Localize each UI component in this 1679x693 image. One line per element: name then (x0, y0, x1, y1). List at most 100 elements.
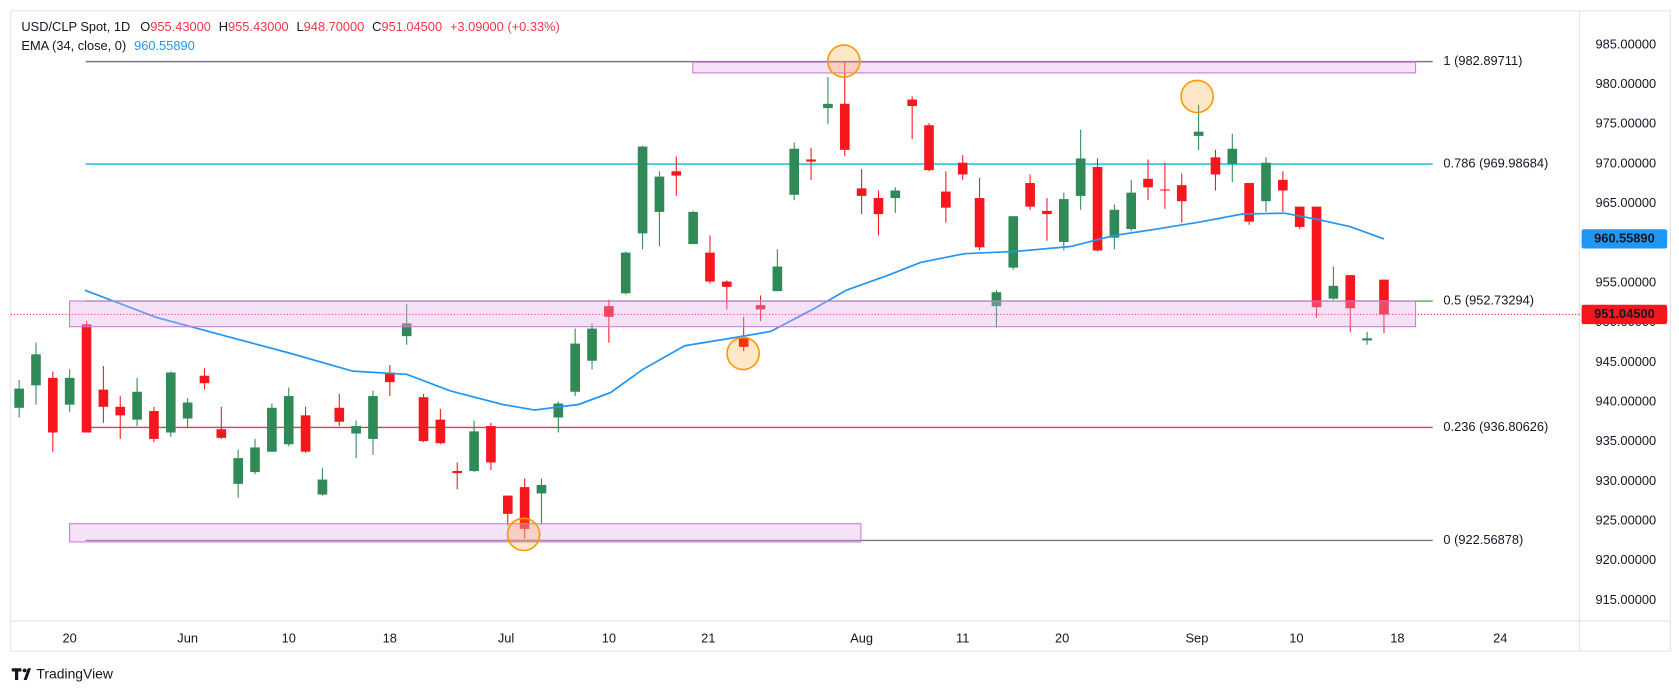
fib-level-label: 1 (982.89711) (1443, 53, 1522, 68)
candle-body (957, 162, 968, 175)
candle-body (1092, 167, 1103, 251)
candle-body (873, 198, 884, 215)
candle-body (1109, 209, 1120, 238)
candle-body (385, 372, 395, 383)
candle-body (587, 328, 597, 361)
fib-level-label: 0.236 (936.80626) (1443, 419, 1548, 434)
candle-body (250, 447, 260, 473)
candle-body (115, 406, 126, 416)
candle-body (738, 338, 749, 347)
candle-body (216, 429, 227, 438)
candle-body (149, 411, 159, 439)
candle-body (233, 458, 243, 484)
last-price-tag (1581, 304, 1668, 325)
candle-body (688, 211, 698, 245)
y-tick-label: 940.00000 (1595, 393, 1656, 408)
y-tick-label: 975.00000 (1595, 116, 1656, 131)
candle-body (300, 415, 311, 452)
candle-body (317, 479, 328, 495)
candle-body (1126, 192, 1137, 230)
highlight-circle (726, 336, 760, 371)
candle-body (1025, 183, 1035, 207)
chart-frame (10, 10, 1671, 652)
legend-key: O (140, 19, 150, 34)
candle-body (1311, 206, 1322, 308)
y-tick-label: 980.00000 (1595, 76, 1656, 91)
y-tick-label: 935.00000 (1595, 433, 1656, 448)
candle-body (64, 377, 75, 405)
candle-body (1328, 285, 1339, 299)
candle-body (283, 396, 294, 445)
candle-body (570, 343, 580, 392)
candle-body (604, 306, 614, 317)
y-tick-label: 970.00000 (1595, 155, 1656, 170)
indicator-price-tag (1581, 229, 1668, 249)
candle-body (81, 324, 92, 433)
highlight-circle (506, 517, 541, 552)
indicator-line (84, 212, 1385, 411)
candle-body (772, 266, 783, 292)
candle-body (1193, 131, 1204, 136)
x-tick-label: 20 (63, 631, 77, 646)
y-tick-label: 920.00000 (1595, 552, 1656, 567)
highlight-circle (826, 44, 861, 78)
candle-body (856, 188, 867, 196)
chart-title: USD/CLP Spot, 1D (21, 19, 130, 34)
brand-logo (11, 668, 32, 681)
y-tick-label: 930.00000 (1595, 473, 1656, 488)
fib-level-label: 0.5 (952.73294) (1443, 292, 1534, 307)
candle-body (1379, 279, 1389, 315)
legend-key: C (372, 19, 381, 34)
candle-body (48, 377, 58, 433)
fib-level-label: 0 (922.56878) (1443, 532, 1523, 547)
candle-body (165, 372, 176, 433)
candle-body (1075, 158, 1086, 196)
legend-line: USD/CLP Spot, 1D O955.43000 H955.43000 L… (21, 19, 559, 34)
candle-body (789, 148, 800, 195)
candle-body (1058, 199, 1069, 242)
y-tick-label: 985.00000 (1595, 36, 1656, 51)
candle-body (907, 99, 917, 106)
legend-key: H (219, 19, 228, 34)
candle-body (755, 305, 766, 310)
highlight-circle (1180, 79, 1215, 114)
candle-body (1345, 275, 1356, 309)
y-tick-label: 925.00000 (1595, 513, 1656, 528)
candle-body (1261, 162, 1271, 202)
candle-body (890, 190, 901, 199)
candle-body (823, 103, 833, 109)
indicator-legend: EMA (34, close, 0) 960.55890 (21, 39, 194, 54)
candle-body (722, 281, 732, 287)
candle-body (14, 388, 24, 408)
candle-body (1362, 338, 1372, 341)
x-tick-label: 10 (602, 631, 616, 646)
x-tick-label: 21 (701, 631, 715, 646)
candle-body (1176, 185, 1187, 202)
x-tick-label: Jul (498, 631, 514, 646)
x-tick-label: Sep (1186, 631, 1209, 646)
legend-value: 955.43000 (150, 19, 211, 34)
candle-body (705, 252, 715, 282)
x-tick-label: 10 (1289, 631, 1303, 646)
candle-body (806, 159, 816, 162)
candle-body (519, 487, 530, 529)
x-tick-label: Jun (177, 631, 198, 646)
legend-value: 955.43000 (228, 19, 289, 34)
candle-body (974, 198, 985, 248)
zones (69, 61, 1417, 543)
candle-body (267, 407, 277, 452)
brand: TradingView (11, 665, 114, 681)
candle-body (452, 470, 463, 474)
candle-body (1042, 210, 1052, 215)
candle-body (31, 354, 41, 386)
candle-body (620, 252, 631, 294)
y-tick-label: 915.00000 (1595, 592, 1656, 607)
indicator-price-tag-label: 960.55890 (1594, 230, 1655, 245)
candle-body (671, 171, 682, 176)
highlights (506, 44, 1215, 552)
candle-body (132, 391, 142, 420)
y-tick-label: 955.00000 (1595, 274, 1656, 289)
zone (69, 300, 1417, 328)
indicator-value: 960.55890 (134, 39, 195, 54)
